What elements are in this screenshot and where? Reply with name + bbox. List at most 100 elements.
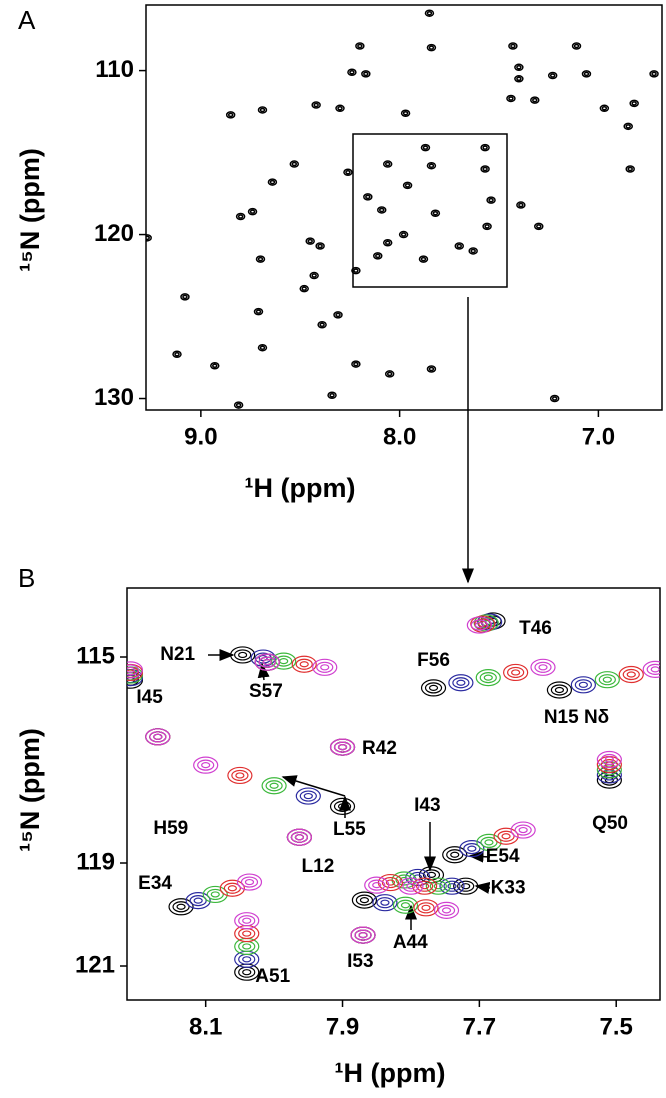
contour bbox=[135, 269, 143, 275]
contour bbox=[235, 212, 246, 221]
contour bbox=[265, 780, 283, 792]
contour bbox=[337, 803, 348, 810]
contour bbox=[227, 885, 237, 892]
contour bbox=[145, 728, 171, 746]
contour bbox=[443, 880, 461, 892]
contour bbox=[219, 879, 245, 897]
contour bbox=[484, 839, 494, 846]
contour bbox=[385, 879, 396, 886]
contour bbox=[193, 897, 203, 904]
contour bbox=[257, 106, 268, 114]
y-tick-label: 119 bbox=[76, 848, 115, 875]
contour bbox=[420, 143, 431, 152]
contour bbox=[350, 926, 376, 944]
contour bbox=[627, 166, 633, 172]
peak-label: E34 bbox=[138, 873, 172, 894]
peak bbox=[420, 679, 447, 697]
contour bbox=[514, 63, 524, 72]
peak bbox=[433, 901, 460, 919]
x-tick-label: 7.7 bbox=[463, 1013, 496, 1040]
contour bbox=[461, 883, 471, 890]
contour bbox=[474, 621, 484, 629]
peak-label: I43 bbox=[414, 795, 440, 816]
peak bbox=[546, 681, 573, 699]
contour bbox=[365, 194, 371, 200]
contour bbox=[299, 661, 309, 668]
contour bbox=[225, 111, 236, 119]
contour bbox=[242, 943, 252, 950]
peak bbox=[625, 165, 635, 173]
peak bbox=[351, 360, 361, 368]
contour bbox=[420, 256, 427, 262]
contour bbox=[459, 839, 485, 858]
contour bbox=[355, 894, 374, 906]
contour bbox=[534, 661, 552, 673]
contour bbox=[320, 664, 330, 671]
contour bbox=[511, 669, 521, 676]
contour bbox=[269, 179, 276, 185]
contour bbox=[313, 102, 319, 108]
contour bbox=[242, 917, 252, 924]
contour bbox=[329, 738, 356, 756]
contour bbox=[363, 193, 373, 201]
y-tick-label: 130 bbox=[94, 384, 134, 411]
contour bbox=[380, 899, 390, 906]
peak bbox=[312, 658, 338, 676]
contour bbox=[428, 163, 435, 168]
peak bbox=[412, 877, 438, 895]
contour bbox=[257, 343, 268, 352]
contour bbox=[312, 658, 338, 676]
contour bbox=[237, 214, 244, 219]
contour bbox=[384, 240, 391, 246]
peaks bbox=[127, 612, 660, 981]
peak bbox=[424, 9, 435, 17]
contour bbox=[601, 106, 608, 111]
contour bbox=[425, 877, 451, 895]
peak bbox=[257, 343, 268, 352]
peak bbox=[127, 661, 144, 679]
peak bbox=[649, 70, 659, 78]
peak bbox=[234, 937, 260, 956]
contour bbox=[212, 363, 218, 368]
peak-label: H59 bbox=[153, 818, 188, 839]
plot-frame bbox=[126, 587, 661, 1001]
peak bbox=[255, 255, 266, 263]
contour bbox=[384, 370, 395, 378]
contour bbox=[625, 124, 631, 129]
contour bbox=[290, 831, 309, 843]
contour bbox=[311, 101, 321, 109]
contour bbox=[337, 106, 343, 111]
contour bbox=[428, 684, 439, 692]
contour bbox=[319, 322, 325, 327]
x-tick-label: 9.0 bbox=[184, 423, 217, 450]
contour bbox=[433, 883, 443, 890]
peak bbox=[398, 230, 409, 239]
peak bbox=[234, 912, 260, 930]
peak bbox=[486, 196, 496, 204]
contour bbox=[518, 826, 528, 834]
peak bbox=[459, 839, 485, 858]
contour bbox=[236, 873, 263, 891]
peak bbox=[384, 370, 395, 378]
contour bbox=[530, 96, 540, 104]
contour bbox=[600, 753, 618, 766]
contour bbox=[421, 904, 431, 911]
contour bbox=[189, 895, 207, 907]
peak bbox=[468, 247, 478, 255]
contour bbox=[476, 833, 502, 852]
contour bbox=[127, 664, 140, 676]
contour bbox=[631, 101, 637, 106]
contour bbox=[516, 65, 522, 70]
peak bbox=[295, 787, 321, 805]
peak bbox=[373, 252, 383, 260]
contour bbox=[396, 899, 415, 911]
peak bbox=[426, 43, 437, 52]
contour bbox=[201, 762, 211, 769]
peak bbox=[168, 898, 194, 916]
peak bbox=[235, 212, 246, 221]
peak-label: I53 bbox=[347, 951, 373, 972]
contour bbox=[345, 169, 351, 175]
contour bbox=[452, 677, 470, 689]
contour bbox=[172, 350, 182, 359]
peak bbox=[392, 896, 419, 914]
